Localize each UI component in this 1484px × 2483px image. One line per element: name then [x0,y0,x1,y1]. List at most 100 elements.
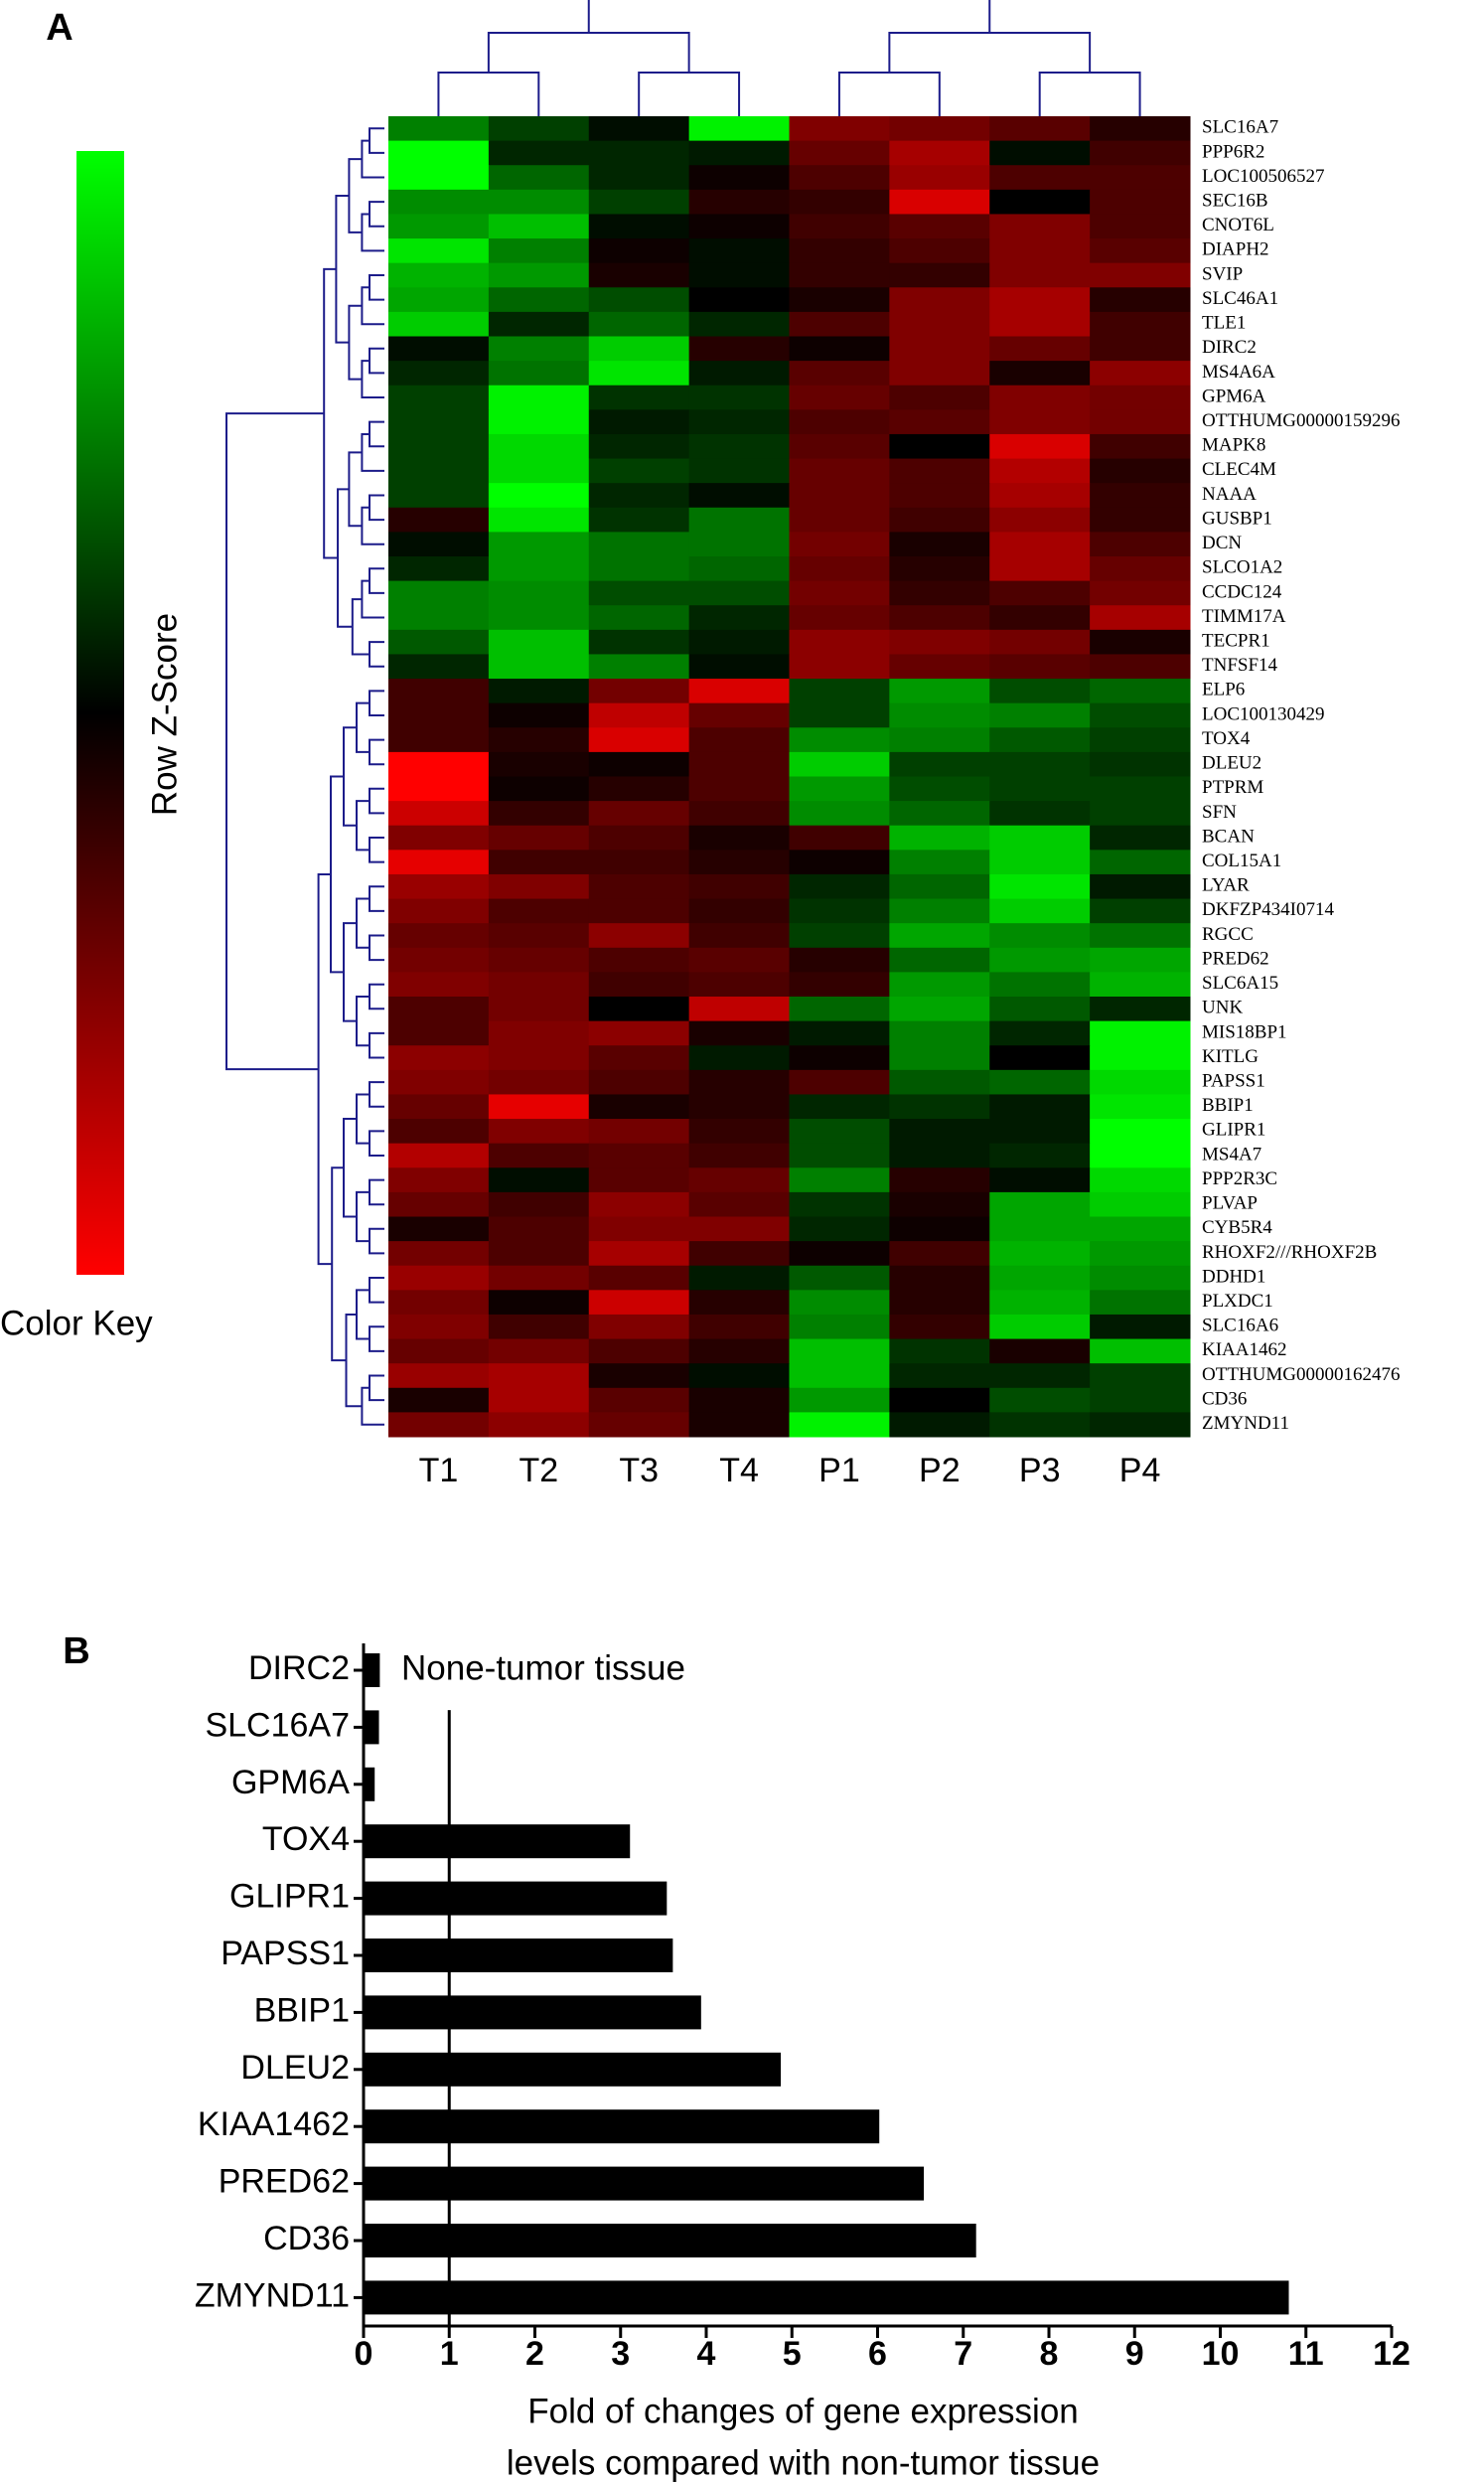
heatmap-cell [588,336,690,362]
heatmap-cell [488,1387,590,1413]
y-tick-label: GPM6A [231,1764,350,1801]
heatmap-cell [388,801,490,827]
heatmap-cell [889,1094,990,1120]
heatmap-cell [688,1069,790,1095]
color-key [76,151,124,1275]
heatmap-cell [789,1265,890,1291]
heatmap-cell [989,1265,1091,1291]
heatmap-cell [688,361,790,387]
y-tick-label: GLIPR1 [229,1878,350,1916]
row-label: ZMYND11 [1202,1413,1289,1434]
y-tick-label: PRED62 [219,2163,350,2201]
heatmap-cell [789,238,890,264]
heatmap-cell [989,1191,1091,1217]
heatmap-cell [688,385,790,410]
row-label: DKFZP434I0714 [1202,899,1335,920]
dendrogram [356,1190,370,1243]
heatmap-cell [388,1241,490,1267]
dendrogram [361,579,384,619]
heatmap-cell [789,1363,890,1389]
heatmap-cell [388,825,490,851]
heatmap-cell [588,1363,690,1389]
heatmap-cell [1090,1143,1191,1168]
heatmap-cell [388,679,490,704]
heatmap-cell [789,1191,890,1217]
heatmap-cell [789,1119,890,1145]
bar [364,1710,379,1745]
heatmap-cell [1090,433,1191,460]
heatmap-cell [889,580,990,606]
heatmap-cell [989,433,1091,460]
heatmap-cell [488,1241,590,1267]
heatmap-cell [588,311,690,337]
dendrogram [369,641,384,668]
heatmap-cell [588,1020,690,1046]
row-label: OTTHUMG00000162476 [1202,1364,1401,1385]
heatmap-cell [989,361,1091,387]
heatmap-cell [388,1143,490,1168]
heatmap-cell [488,1167,590,1193]
bar [364,1995,701,2030]
x-tick-label: 5 [783,2335,802,2373]
heatmap-cell [989,1020,1091,1046]
heatmap-cell [789,702,890,728]
heatmap-cell [989,972,1091,998]
heatmap-cell [588,751,690,777]
heatmap-cell [688,580,790,606]
dendrogram [343,726,357,827]
heatmap-cell [789,336,890,362]
annotation: None-tumor tissue [401,1648,685,1687]
heatmap-cell [989,923,1091,949]
heatmap-cell [688,556,790,582]
bar [364,2109,880,2144]
dendrogram [356,897,370,949]
heatmap-cell [488,556,590,582]
column-label: P1 [818,1452,860,1489]
column-label: T2 [519,1452,558,1489]
heatmap-cell [388,1119,490,1145]
row-label: OTTHUMG00000159296 [1202,410,1401,431]
heatmap-cell [688,997,790,1022]
heatmap-cell [989,483,1091,509]
row-label: PPP2R3C [1202,1168,1277,1189]
heatmap-cell [1090,801,1191,827]
heatmap-cell [688,727,790,753]
heatmap-cell [488,532,590,557]
heatmap-cell [889,1314,990,1340]
heatmap-cell [1090,923,1191,949]
heatmap-cell [488,850,590,875]
heatmap-cell [889,727,990,753]
heatmap-cell [889,629,990,655]
heatmap-cell [488,1094,590,1120]
heatmap-cell [789,189,890,215]
dendrogram [369,494,384,522]
row-label: TIMM17A [1202,606,1286,627]
heatmap-cell [588,947,690,973]
heatmap-cell [388,580,490,606]
heatmap-cell [789,751,890,777]
heatmap-cell [789,972,890,998]
heatmap-cell [688,483,790,509]
heatmap-cell [1090,262,1191,288]
heatmap-cell [1090,483,1191,509]
row-label: PAPSS1 [1202,1070,1265,1091]
heatmap-cell [488,140,590,166]
heatmap-cell [588,850,690,875]
row-label: LYAR [1202,875,1250,896]
heatmap-cell [488,825,590,851]
heatmap-cell [1090,629,1191,655]
heatmap-cell [989,654,1091,680]
heatmap-cell [688,654,790,680]
heatmap-cell [588,1412,690,1438]
heatmap-cell [588,923,690,949]
heatmap-cell [1090,532,1191,557]
heatmap-cell [789,727,890,753]
heatmap-cell [889,165,990,191]
heatmap-cell [889,116,990,142]
x-tick-label: 6 [868,2335,887,2373]
heatmap-cell [889,1412,990,1438]
heatmap-cell [789,1241,890,1267]
heatmap-cell [789,850,890,875]
bar [364,2052,782,2087]
column-label: T3 [619,1452,659,1489]
